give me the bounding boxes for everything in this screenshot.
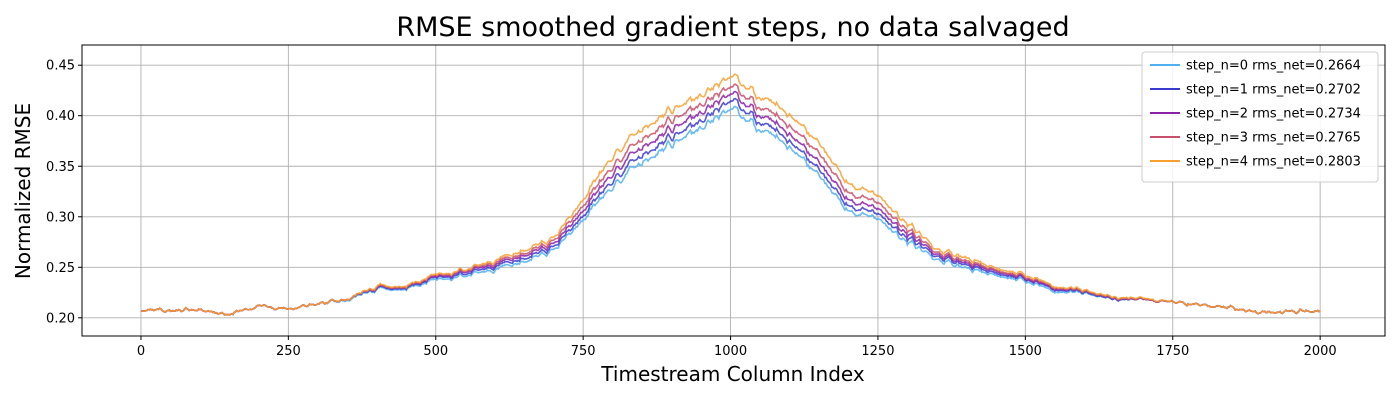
x-tick-label: 1250 (861, 344, 894, 359)
series-line (140, 73, 1321, 316)
legend-entry: step_n=2 rms_net=0.2734 (1186, 107, 1361, 122)
x-tick-label: 1750 (1156, 344, 1189, 359)
x-tick-label: 750 (571, 344, 596, 359)
x-tick-label: 500 (423, 344, 448, 359)
legend-entry: step_n=4 rms_net=0.2803 (1186, 155, 1361, 170)
legend-entry: step_n=1 rms_net=0.2702 (1186, 83, 1361, 98)
y-tick-label: 0.25 (46, 261, 75, 276)
x-axis-label: Timestream Column Index (600, 362, 865, 386)
x-tick-label: 2000 (1304, 344, 1337, 359)
x-tick-label: 250 (276, 344, 301, 359)
legend: step_n=0 rms_net=0.2664 step_n=1 rms_net=… (1141, 51, 1379, 183)
x-tick-label: 1000 (714, 344, 747, 359)
series-lines (140, 73, 1321, 316)
axis-ticks: 0 250 500 750 1000 1250 1500 1750 2000 0.20 0.25 0.… (46, 59, 1337, 359)
legend-frame (1141, 51, 1379, 183)
y-tick-label: 0.30 (46, 210, 75, 225)
chart-title: RMSE smoothed gradient steps, no data sa… (396, 12, 1069, 43)
y-tick-label: 0.40 (46, 109, 75, 124)
x-tick-label: 1500 (1009, 344, 1042, 359)
y-tick-label: 0.20 (46, 311, 75, 326)
y-axis-label: Normalized RMSE (11, 103, 35, 279)
plot-frame (81, 44, 1386, 337)
legend-entry: step_n=3 rms_net=0.2765 (1186, 131, 1361, 146)
y-tick-label: 0.35 (46, 160, 75, 175)
y-tick-label: 0.45 (46, 59, 75, 74)
x-tick-label: 0 (137, 344, 145, 359)
legend-entry: step_n=0 rms_net=0.2664 (1186, 59, 1361, 74)
